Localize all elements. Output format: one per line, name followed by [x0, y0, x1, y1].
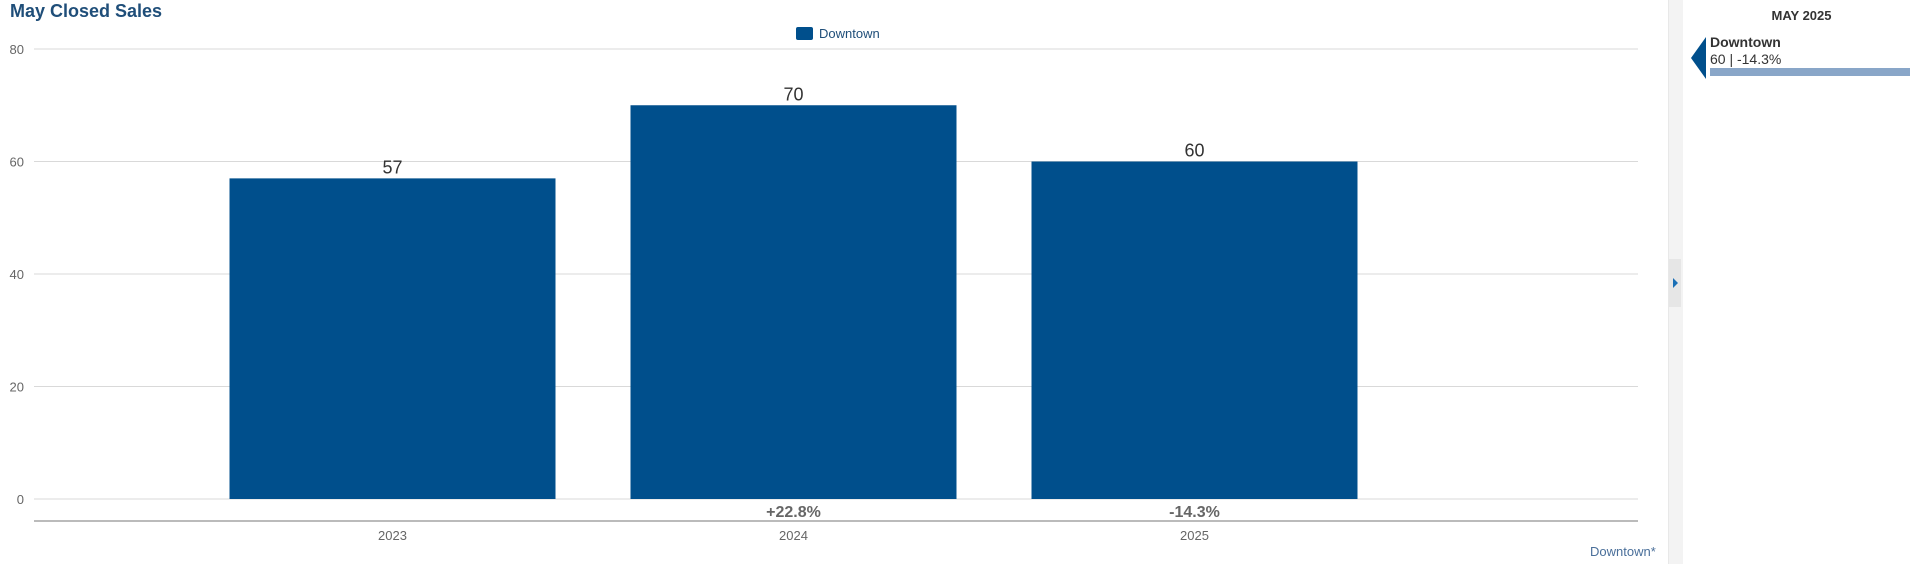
side-panel-series-name: Downtown [1710, 34, 1781, 50]
bar-2025[interactable] [1031, 161, 1358, 500]
chart-plot-area: 0 20 40 60 80 57 2023 70 +22.8% 2024 60 -14.3% 2025 [10, 42, 1638, 543]
collapse-panel-toggle[interactable] [1669, 259, 1681, 307]
side-panel-period: MAY 2025 [1771, 8, 1832, 23]
bar-value-label: 70 [783, 84, 803, 104]
pct-change-label: -14.3% [1169, 504, 1220, 521]
x-tick-label: 2023 [378, 528, 407, 543]
chart-title: May Closed Sales [10, 1, 163, 21]
x-tick-label: 2024 [779, 528, 808, 543]
bar-2024[interactable] [630, 105, 957, 499]
x-tick-label: 2025 [1180, 528, 1209, 543]
footnote: Downtown* [1590, 544, 1656, 559]
y-tick-label: 60 [10, 155, 24, 170]
pct-change-label: +22.8% [766, 504, 821, 521]
y-tick-label: 20 [10, 380, 24, 395]
side-panel-value: 60 | -14.3% [1710, 51, 1782, 67]
y-tick-label: 0 [17, 492, 24, 507]
bar-2023[interactable] [229, 178, 556, 499]
y-tick-label: 40 [10, 267, 24, 282]
bar-value-label: 60 [1184, 141, 1204, 161]
legend-swatch [796, 27, 813, 40]
legend-item-downtown[interactable]: Downtown [796, 26, 880, 41]
side-panel: MAY 2025 Downtown 60 | -14.3% [1683, 0, 1920, 564]
side-panel-value-bar [1710, 68, 1910, 76]
legend-label: Downtown [819, 26, 880, 41]
current-marker-icon [1691, 37, 1706, 79]
y-tick-label: 80 [10, 42, 24, 57]
bar-value-label: 57 [382, 157, 402, 177]
